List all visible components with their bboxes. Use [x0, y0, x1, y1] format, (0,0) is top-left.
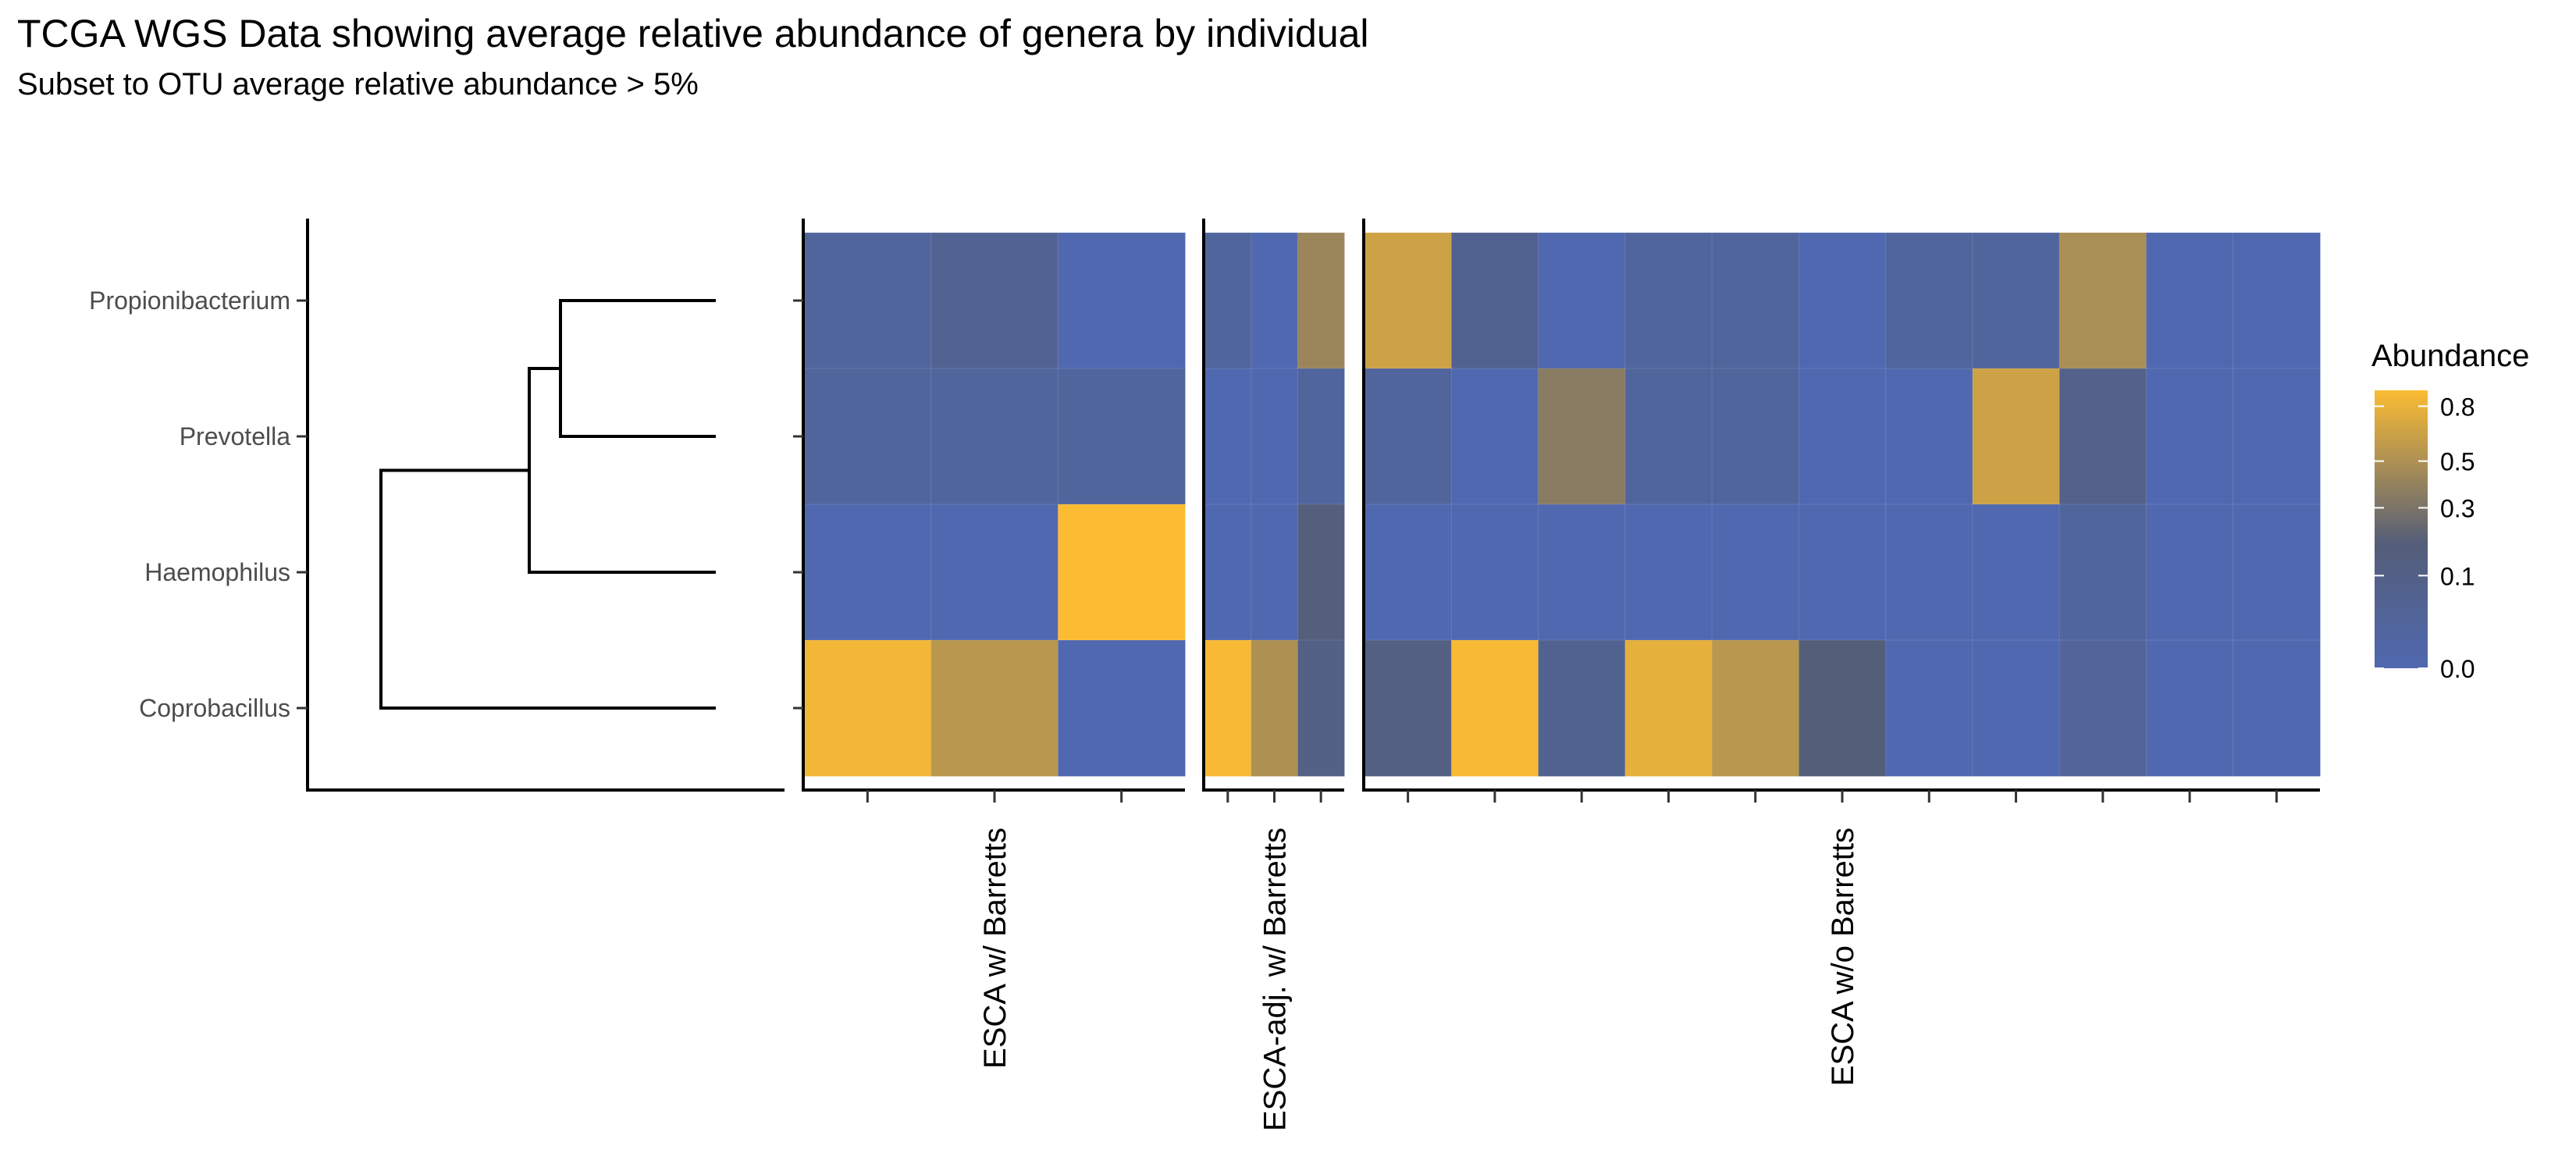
heatmap-cell [1798, 368, 1887, 505]
heatmap-cell [930, 639, 1059, 777]
dendrogram [306, 219, 785, 792]
heatmap-cell [1450, 368, 1539, 505]
heatmap-cell [1538, 504, 1626, 641]
chart-title: TCGA WGS Data showing average relative a… [17, 12, 1369, 55]
heatmap-cell [1538, 639, 1626, 777]
facet-label: ESCA-adj. w/ Barretts [1258, 828, 1293, 1131]
heatmap-cell [1450, 639, 1539, 777]
legend-ticks: 0.8 0.5 0.3 0.1 0.0 [2375, 393, 2475, 683]
heatmap-cell [2233, 639, 2322, 777]
heatmap-cell [1798, 639, 1887, 777]
facet-labels: ESCA w/ Barretts ESCA-adj. w/ Barretts ESC… [978, 828, 1860, 1131]
heatmap-cell [1972, 639, 2061, 777]
legend-colorbar [2375, 390, 2428, 668]
heatmap-cell [1972, 368, 2061, 505]
row-label: Prevotella [180, 422, 291, 450]
heatmap-cell [1972, 504, 2061, 641]
heatmap-cell [1711, 368, 1800, 505]
heatmap-cell [2233, 232, 2322, 369]
chart-subtitle: Subset to OTU average relative abundance… [17, 67, 699, 101]
color-legend: Abundance 0.8 0.5 0.3 0.1 0.0 [2371, 339, 2529, 683]
heatmap-cell [1251, 639, 1299, 777]
panel-3 [1362, 219, 2322, 803]
row-labels: Propionibacterium Prevotella Haemophilus Co… [89, 287, 308, 722]
heatmap-cell [1251, 368, 1299, 505]
heatmap-cell [1711, 504, 1800, 641]
heatmap-cell [1885, 232, 1973, 369]
heatmap-cell [2145, 639, 2234, 777]
heatmap-cell [1624, 368, 1713, 505]
heatmap-cell [1798, 232, 1887, 369]
legend-tick-label: 0.8 [2440, 393, 2475, 421]
heatmap-cell [2058, 232, 2147, 369]
heatmap-cell [1364, 639, 1453, 777]
heatmap-cell [1364, 504, 1453, 641]
legend-tick-label: 0.0 [2440, 655, 2475, 683]
heatmap-cell [1297, 368, 1346, 505]
heatmap-cell [1251, 232, 1299, 369]
heatmap-cell [1297, 504, 1346, 641]
heatmap-cell [1204, 232, 1252, 369]
heatmap-cell [1450, 232, 1539, 369]
heatmap-cell [1297, 639, 1346, 777]
row-label: Propionibacterium [89, 287, 290, 315]
heatmap-cell [803, 504, 932, 641]
heatmap-cell [1204, 368, 1252, 505]
heatmap-cell [1624, 232, 1713, 369]
heatmap-cell [1798, 504, 1887, 641]
heatmap-cell [1364, 368, 1453, 505]
heatmap-cell [2145, 368, 2234, 505]
heatmap-cell [2233, 368, 2322, 505]
facet-label: ESCA w/o Barretts [1826, 828, 1860, 1086]
legend-tick-label: 0.3 [2440, 494, 2475, 522]
heatmap-cell [2145, 232, 2234, 369]
row-label: Coprobacillus [139, 694, 290, 722]
heatmap-cell [2233, 504, 2322, 641]
heatmap-cell [2058, 368, 2147, 505]
heatmap-cell [1885, 504, 1973, 641]
heatmap-cell [930, 368, 1059, 505]
facet-label: ESCA w/ Barretts [978, 828, 1012, 1069]
heatmap-cell [930, 232, 1059, 369]
panel-1 [793, 219, 1187, 803]
heatmap-cell [1057, 504, 1187, 641]
heatmap-cell [1972, 232, 2061, 369]
heatmap-cell [1624, 639, 1713, 777]
heatmap-cell [1204, 504, 1252, 641]
heatmap-cell [2058, 504, 2147, 641]
heatmap-cell [1251, 504, 1299, 641]
heatmap-cell [803, 639, 932, 777]
heatmap-cell [1364, 232, 1453, 369]
heatmap-cell [1450, 504, 1539, 641]
heatmap-cell [1297, 232, 1346, 369]
heatmap-cell [930, 504, 1059, 641]
heatmap-cell [2058, 639, 2147, 777]
heatmap-cell [1711, 639, 1800, 777]
panel-2 [1202, 219, 1346, 803]
heatmap-cell [2145, 504, 2234, 641]
heatmap-cell [1538, 368, 1626, 505]
legend-tick-label: 0.5 [2440, 448, 2475, 476]
heatmap-cell [1057, 368, 1187, 505]
heatmap-panels [793, 219, 2322, 803]
heatmap-cell [1538, 232, 1626, 369]
heatmap-cell [803, 232, 932, 369]
heatmap-cell [1204, 639, 1252, 777]
row-label: Haemophilus [144, 558, 290, 586]
heatmap-cell [1057, 639, 1187, 777]
heatmap-cell [803, 368, 932, 505]
heatmap-cell [1624, 504, 1713, 641]
legend-title: Abundance [2371, 339, 2529, 373]
heatmap-cell [1885, 639, 1973, 777]
heatmap-cell [1885, 368, 1973, 505]
heatmap-cell [1711, 232, 1800, 369]
heatmap-cell [1057, 232, 1187, 369]
legend-tick-label: 0.1 [2440, 562, 2475, 590]
